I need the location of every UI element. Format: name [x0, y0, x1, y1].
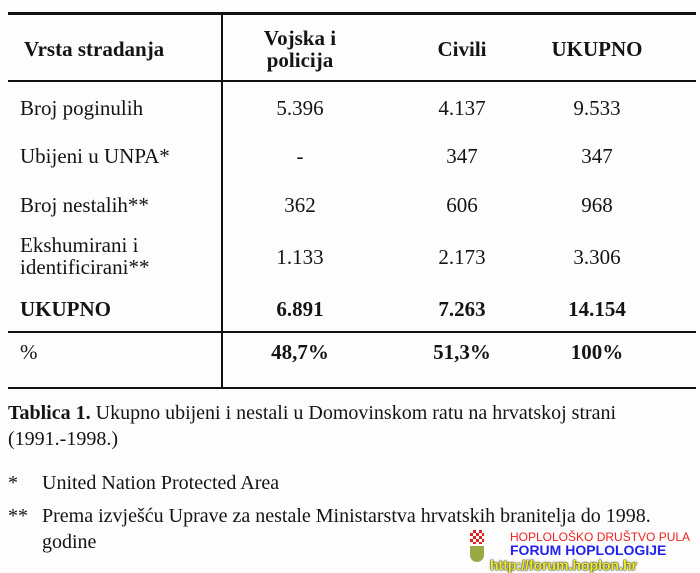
green-shield-icon [470, 546, 484, 562]
column-divider [221, 13, 223, 389]
footnote-mark: ** [8, 505, 28, 527]
table-cell: 347 [446, 144, 478, 168]
table-cell: 6.891 [276, 297, 324, 321]
croatian-shield-icon [470, 530, 484, 544]
table-cell: 3.306 [573, 245, 621, 269]
row-label: Ekshumirani i identificirani** [20, 233, 150, 279]
footnote-mark: * [8, 472, 18, 494]
row-label: Broj nestalih** [20, 193, 149, 217]
table-cell: 1.133 [276, 245, 324, 269]
watermark-logo: HOPLOLOŠKO DRUŠTVO PULA FORUM HOPLOLOGIJ… [470, 530, 700, 573]
table-caption: Tablica 1. Ukupno ubijeni i nestali u Do… [8, 400, 693, 452]
footnote-text: Prema izvješću Uprave za nestale Minista… [42, 505, 651, 553]
footnote-2: ** Prema izvješću Uprave za nestale Minis… [8, 503, 693, 553]
table-cell: 100% [570, 340, 624, 364]
table-cell: 9.533 [573, 96, 621, 120]
row-label: UKUPNO [20, 297, 111, 321]
row-label: % [20, 340, 38, 364]
footnote-text: United Nation Protected Area [42, 472, 280, 494]
watermark-line2: FORUM HOPLOLOGIJE [510, 542, 667, 558]
caption-text: Ukupno ubijeni i nestali u Domovinskom r… [8, 402, 617, 450]
header-total: UKUPNO [551, 37, 643, 61]
table-cell: 7.263 [438, 297, 486, 321]
table-cell: 4.137 [438, 96, 486, 120]
table-cell: 5.396 [276, 96, 324, 120]
bottom-rule [8, 387, 696, 389]
footnote-1: * United Nation Protected Area [8, 470, 279, 496]
table-cell: 347 [581, 144, 613, 168]
table-cell: 362 [284, 193, 316, 217]
watermark-line1: HOPLOLOŠKO DRUŠTVO PULA [510, 530, 691, 544]
table-cell: 606 [446, 193, 478, 217]
header-type: Vrsta stradanja [24, 37, 165, 61]
top-rule [8, 12, 696, 15]
caption-label: Tablica 1. [8, 402, 91, 424]
table-cell: - [296, 144, 304, 168]
header-civilians: Civili [437, 37, 487, 61]
watermark-url: http://forum.hoplon.hr [490, 557, 637, 573]
row-label: Ubijeni u UNPA* [20, 144, 170, 168]
table-cell: 968 [581, 193, 613, 217]
table-cell: 2.173 [438, 245, 486, 269]
header-rule [8, 80, 696, 82]
table-cell: 48,7% [271, 340, 329, 364]
total-rule [8, 331, 696, 333]
header-military: Vojska i policija [263, 26, 337, 72]
table-cell: 14.154 [568, 297, 626, 321]
row-label: Broj poginulih [20, 96, 144, 120]
table-cell: 51,3% [433, 340, 491, 364]
